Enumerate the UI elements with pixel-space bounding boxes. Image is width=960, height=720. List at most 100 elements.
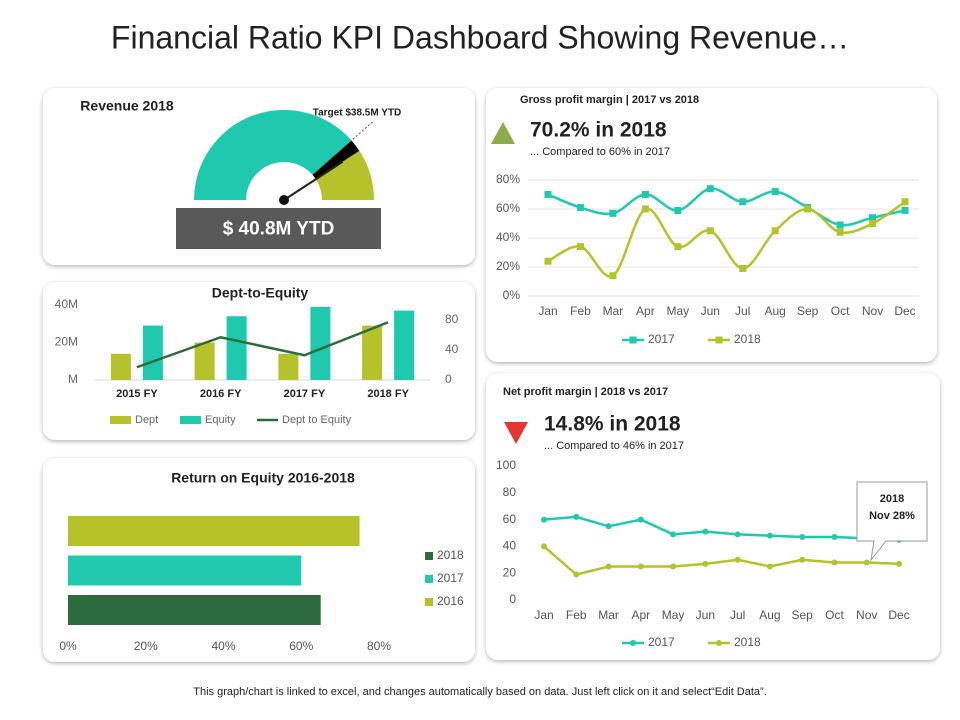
- point: [799, 556, 806, 563]
- point: [901, 198, 909, 206]
- value-label: $ 40.8M YTD: [223, 219, 335, 240]
- point: [799, 534, 806, 541]
- point: [863, 559, 870, 566]
- x-tick-label: Apr: [631, 608, 650, 622]
- y-tick-label: 40: [503, 539, 517, 553]
- trend-indicator: [491, 122, 515, 144]
- point: [609, 272, 617, 280]
- callout-text: 2018: [880, 493, 904, 505]
- line: [543, 515, 900, 541]
- chart-title: Dept-to-Equity: [212, 285, 309, 301]
- point: [869, 220, 877, 227]
- y-tick-label: 40M: [55, 297, 78, 311]
- chart-title: Return on Equity 2016-2018: [171, 470, 355, 486]
- y2-tick-label: 0: [445, 372, 452, 386]
- y-tick-label: 100: [496, 458, 516, 472]
- point: [576, 204, 584, 212]
- chart-title: Gross profit margin | 2017 vs 2018: [520, 94, 699, 106]
- point: [637, 516, 644, 523]
- legend-marker: [629, 336, 637, 344]
- x-tick-label: Aug: [759, 608, 780, 622]
- x-tick-label: Oct: [831, 304, 850, 318]
- legend-label: 2018: [734, 332, 761, 346]
- line: [543, 545, 900, 576]
- gauge-needle: [283, 160, 344, 201]
- x-tick-label: May: [666, 304, 689, 318]
- x-tick-label: 2016 FY: [200, 388, 242, 400]
- headline: 14.8% in 2018: [544, 413, 681, 436]
- point: [605, 523, 612, 530]
- point: [674, 243, 682, 251]
- y-tick-label: 80: [503, 485, 517, 499]
- subtitle: ... Compared to 60% in 2017: [530, 146, 670, 158]
- point: [771, 188, 779, 196]
- legend-marker: [630, 640, 636, 646]
- panel: [486, 88, 937, 362]
- x-tick-label: Dec: [888, 608, 909, 622]
- point: [702, 560, 709, 567]
- target-leader: [352, 120, 375, 140]
- chart-title: Net profit margin | 2018 vs 2017: [503, 386, 668, 398]
- point: [605, 563, 612, 570]
- legend-label: 2017: [648, 332, 675, 346]
- callout-text: Nov 28%: [869, 510, 915, 522]
- legend-label: Equity: [205, 414, 236, 426]
- x-tick-label: Jan: [534, 608, 553, 622]
- panel: [43, 282, 475, 440]
- bar: [142, 325, 163, 380]
- bar: [68, 555, 302, 586]
- legend-swatch: [425, 575, 433, 583]
- x-tick-label: Jun: [701, 304, 720, 318]
- x-tick-label: Feb: [570, 304, 591, 318]
- x-tick-label: 40%: [211, 639, 235, 653]
- y-tick-label: 0%: [503, 288, 521, 302]
- y-tick-label: 20M: [55, 335, 78, 349]
- x-tick-label: Mar: [598, 608, 619, 622]
- point: [734, 556, 741, 563]
- x-tick-label: 2017 FY: [284, 388, 326, 400]
- y-tick-label: 80%: [496, 172, 520, 186]
- gauge-arc: [194, 110, 352, 200]
- point: [901, 206, 909, 214]
- point: [702, 528, 709, 535]
- x-tick-label: 2018 FY: [367, 388, 409, 400]
- bar: [362, 325, 383, 380]
- x-tick-label: Feb: [566, 608, 587, 622]
- point: [706, 185, 714, 193]
- x-tick-label: 20%: [134, 639, 158, 653]
- value-box: [176, 208, 381, 249]
- bar: [110, 353, 131, 380]
- legend-label: 2018: [734, 635, 761, 649]
- bar: [68, 595, 321, 625]
- line: [136, 321, 389, 369]
- point: [641, 191, 649, 198]
- x-tick-label: May: [662, 608, 685, 622]
- x-tick-label: Apr: [636, 304, 655, 318]
- point: [576, 243, 584, 251]
- x-tick-label: Aug: [765, 304, 786, 318]
- bar: [226, 316, 247, 380]
- bar: [68, 516, 360, 546]
- point: [836, 228, 844, 236]
- point: [831, 534, 838, 541]
- point: [670, 531, 677, 538]
- point: [739, 198, 747, 206]
- point: [771, 227, 779, 235]
- point: [831, 559, 838, 566]
- point: [766, 563, 773, 570]
- panel: [486, 373, 940, 660]
- y-tick-label: 20%: [496, 259, 520, 273]
- legend-marker: [716, 640, 722, 646]
- point: [573, 571, 580, 578]
- x-tick-label: Nov: [862, 304, 883, 318]
- legend-label: Dept to Equity: [282, 414, 352, 426]
- x-tick-label: Jul: [730, 608, 745, 622]
- legend-label: 2017: [437, 571, 464, 585]
- gauge-arc: [315, 150, 374, 200]
- point: [541, 516, 547, 523]
- y-tick-label: 0: [509, 592, 516, 606]
- point: [544, 257, 552, 265]
- point: [573, 513, 580, 520]
